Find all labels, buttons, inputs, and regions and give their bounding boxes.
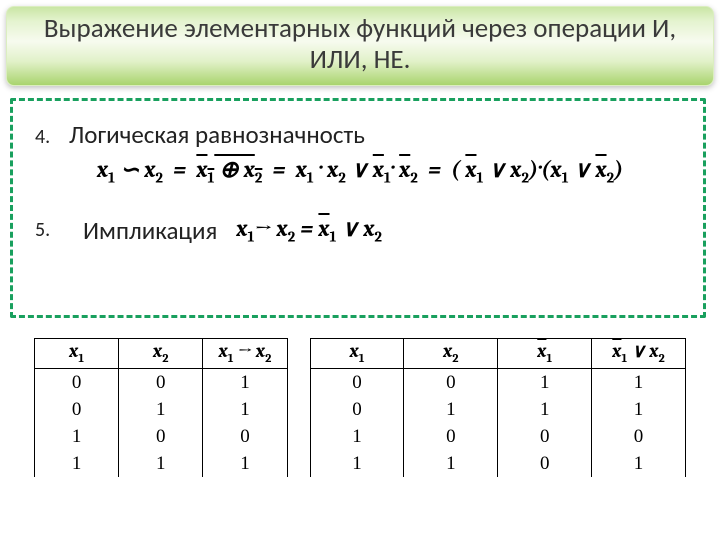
table-row: 111 xyxy=(35,450,288,477)
table-row: 1101 xyxy=(310,450,685,477)
item-4-row: 4. Логическая равнозначность xyxy=(35,119,681,150)
table-row: 1000 xyxy=(310,423,685,450)
table-implication: x1 x2 x1 → x2 001 011 100 111 xyxy=(34,338,288,477)
t1-h3: x1 → x2 xyxy=(203,339,287,369)
table-row: 0011 xyxy=(310,369,685,397)
item-5-row: 5. Импликация x1→ x2 = x1 ∨ x2 xyxy=(35,215,681,246)
truth-tables: x1 x2 x1 → x2 001 011 100 111 x1 x2 x1 x… xyxy=(34,338,686,477)
t2-h4: x1 ∨ x2 xyxy=(592,339,686,369)
table-row: 001 xyxy=(35,369,288,397)
content-box: 4. Логическая равнозначность x1 ∽ x2 = x… xyxy=(10,98,706,318)
table-row: 011 xyxy=(35,396,288,423)
item-5-label: Импликация xyxy=(83,215,217,246)
t2-h2: x2 xyxy=(404,339,498,369)
t2-h3: x1 xyxy=(498,339,592,369)
table-row: 0111 xyxy=(310,396,685,423)
table-row: 100 xyxy=(35,423,288,450)
item-4-label: Логическая равнозначность xyxy=(69,119,365,150)
equivalence-formula: x1 ∽ x2 = x1 ⊕ x2 = x1 · x2 ∨ x1· x2 = (… xyxy=(97,156,681,187)
table-notx1-or-x2: x1 x2 x1 x1 ∨ x2 0011 0111 1000 1101 xyxy=(310,338,686,477)
t1-h2: x2 xyxy=(119,339,203,369)
t1-h1: x1 xyxy=(35,339,119,369)
implication-formula: x1→ x2 = x1 ∨ x2 xyxy=(231,215,382,246)
slide-title: Выражение элементарных функций через опе… xyxy=(6,6,714,86)
t2-h1: x1 xyxy=(310,339,404,369)
item-4-number: 4. xyxy=(35,125,69,149)
item-5-number: 5. xyxy=(35,218,69,242)
